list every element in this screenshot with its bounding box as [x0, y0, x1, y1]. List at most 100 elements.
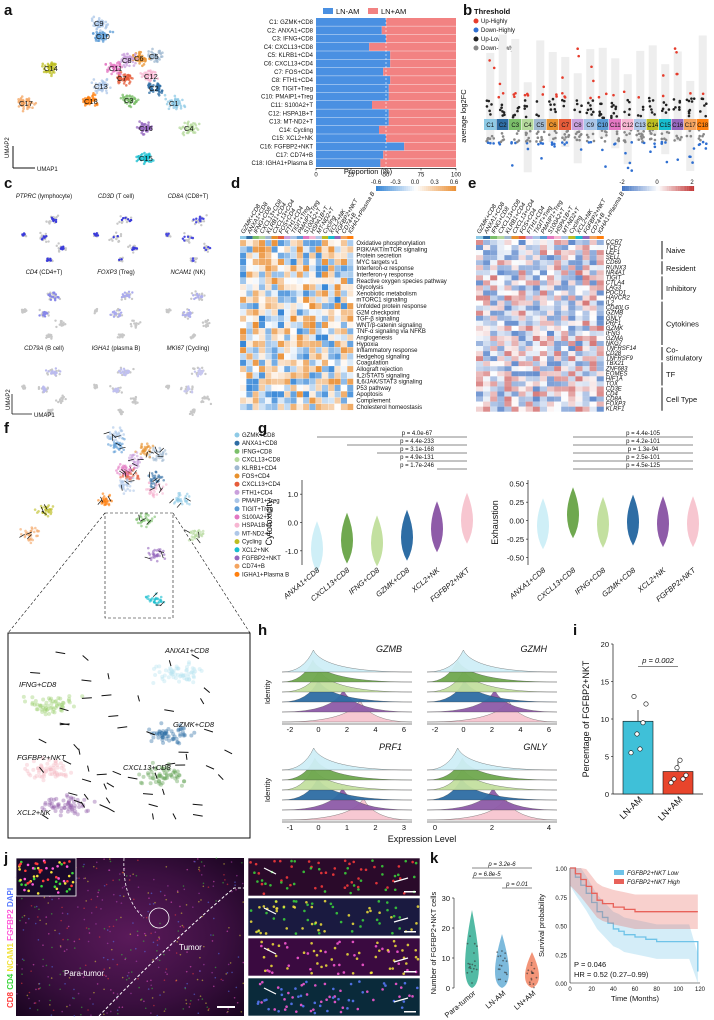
zoom-cell	[189, 733, 194, 738]
velocity-arrow	[107, 495, 112, 502]
zoom-cell	[193, 669, 198, 674]
tissue-signal	[132, 873, 134, 876]
heat-cell	[277, 359, 285, 367]
heat-cell	[568, 270, 576, 276]
velocity-cell	[149, 558, 153, 562]
umap-cell	[30, 101, 34, 105]
zoom-cell	[178, 733, 183, 738]
heat-cell	[265, 271, 272, 278]
gene-point	[641, 105, 645, 109]
zoom-cell	[157, 781, 162, 786]
zoom-cell	[160, 733, 165, 738]
heat-cell	[483, 280, 491, 286]
heat-cell	[277, 239, 285, 247]
tissue-signal	[77, 992, 80, 995]
gene-point	[563, 133, 567, 136]
gene-point	[665, 160, 669, 164]
expr-cell	[181, 237, 185, 240]
umap-cell	[173, 94, 177, 98]
umap-cell	[133, 96, 136, 100]
zoom-label: XCL2+NK	[16, 808, 52, 817]
feature-cell	[131, 319, 134, 322]
heat-cell	[589, 300, 597, 306]
tissue-signal	[203, 865, 206, 867]
heat-cell	[575, 240, 583, 246]
heat-cell	[290, 277, 297, 285]
umap-cell	[134, 61, 137, 65]
zoom-cell	[153, 767, 158, 772]
heat-cell	[504, 285, 512, 291]
velocity-cell	[158, 554, 161, 558]
zoom-cell	[171, 770, 176, 775]
heat-cell	[271, 239, 278, 247]
heat-cell	[518, 371, 526, 377]
p-value: p = 4.5e-125	[626, 463, 661, 469]
heat-cell	[271, 271, 278, 278]
tissue-signal	[25, 922, 27, 924]
velocity-cell	[140, 445, 144, 449]
velocity-cell	[131, 453, 135, 457]
velocity-cell	[128, 468, 132, 472]
expr-cell	[116, 387, 120, 390]
zoom-cell	[37, 703, 42, 708]
heat-cell	[277, 309, 285, 316]
velocity-arrow	[176, 502, 182, 508]
velocity-cell	[101, 497, 105, 500]
heat-cell	[554, 361, 562, 367]
umap-cell	[94, 97, 97, 101]
heat-cell	[302, 252, 310, 259]
heat-cell	[518, 290, 526, 296]
gene-label: EOMES	[606, 371, 628, 377]
umap-cell	[104, 85, 107, 89]
velocity-cell	[199, 530, 202, 534]
heat-cell	[532, 255, 540, 261]
zoom-cell	[46, 696, 51, 701]
heat-cell	[490, 335, 498, 341]
umap-cell	[46, 62, 50, 66]
tissue-signal	[83, 863, 85, 866]
heat-cell	[568, 305, 576, 311]
bar-ln-neg	[316, 101, 372, 109]
zoom-cell	[34, 707, 39, 712]
gene-point	[625, 133, 628, 137]
umap-cell	[150, 76, 154, 80]
heat-cell	[321, 384, 329, 392]
velocity-cell	[109, 444, 113, 447]
heat-cell	[346, 271, 354, 278]
heat-cell	[568, 255, 576, 261]
heat-cell	[561, 250, 569, 256]
umap-cell	[149, 127, 152, 130]
tissue-signal	[192, 972, 194, 975]
scale-step	[394, 186, 397, 191]
violin	[341, 512, 353, 564]
zoom-cell	[158, 782, 163, 787]
expr-cell	[42, 390, 46, 394]
scale-step	[622, 186, 624, 191]
velocity-cell	[119, 479, 122, 482]
umap-cell	[119, 96, 123, 100]
umap-cell	[132, 64, 136, 67]
heat-cell	[315, 403, 322, 411]
velocity-cell	[118, 436, 121, 439]
tissue-signal	[20, 982, 23, 985]
velocity-cell	[119, 475, 122, 479]
zoom-cell	[179, 673, 184, 678]
heat-cell	[497, 300, 505, 306]
expr-cell	[96, 234, 100, 237]
heat-cell	[315, 328, 322, 335]
heat-cell	[589, 240, 597, 246]
legend-label: FOS+CD4	[242, 474, 271, 480]
heat-cell	[539, 295, 547, 301]
velocity-cell	[115, 446, 119, 449]
zoom-cell	[153, 672, 158, 677]
velocity-cell	[152, 446, 155, 450]
umap-cell	[95, 27, 99, 30]
umap-cell	[139, 72, 142, 75]
zoom-cell	[59, 708, 64, 713]
legend-dot	[234, 465, 240, 471]
cluster-label: C7	[117, 74, 127, 83]
heat-cell	[539, 361, 547, 367]
heat-cell	[525, 406, 533, 412]
heat-cell	[561, 310, 569, 316]
gene-point	[488, 137, 492, 141]
